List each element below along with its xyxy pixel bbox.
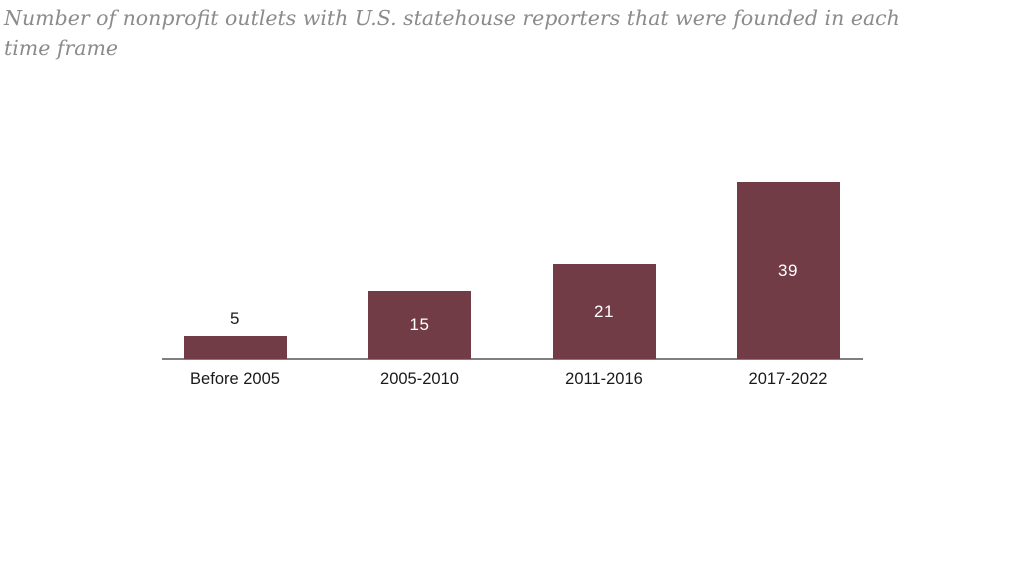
bar-group: 5 Before 2005: [183, 0, 287, 577]
category-label: Before 2005: [190, 370, 280, 388]
bar-value-label: 21: [594, 301, 614, 321]
bar-group: 15 2005-2010: [368, 0, 471, 577]
x-axis-line: [162, 358, 863, 360]
category-label: 2017-2022: [748, 370, 828, 388]
bar-group: 21 2011-2016: [552, 0, 656, 577]
bar-value-label: 5: [230, 309, 240, 328]
chart-title: Number of nonprofit outlets with U.S. st…: [4, 3, 954, 63]
bar: [736, 182, 840, 359]
bar-group: 39 2017-2022: [736, 0, 840, 577]
bar: [368, 291, 471, 359]
category-label: 2005-2010: [380, 370, 459, 388]
bar: [183, 336, 287, 359]
chart-title-line-2: time frame: [4, 36, 119, 60]
bar: [552, 264, 656, 359]
chart-title-line-1: Number of nonprofit outlets with U.S. st…: [4, 6, 900, 30]
bar-value-label: 39: [778, 260, 798, 280]
category-label: 2011-2016: [565, 370, 643, 388]
bar-value-label: 15: [409, 315, 430, 334]
